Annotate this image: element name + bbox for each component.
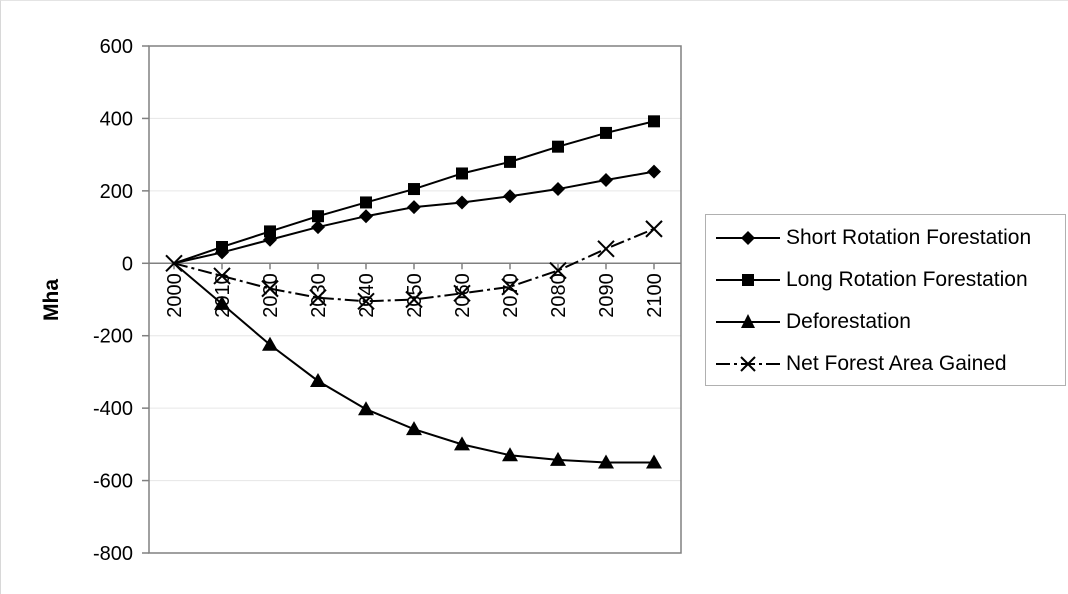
data-point-x [645, 220, 663, 238]
legend: Short Rotation Forestation Long Rotation… [705, 214, 1066, 386]
legend-label: Net Forest Area Gained [786, 352, 1007, 375]
x-tick-label: 2010 [212, 273, 234, 318]
data-point-x [453, 284, 471, 303]
data-point-triangle [310, 372, 326, 387]
data-point-x-stroke [645, 220, 663, 238]
data-point-diamond [407, 200, 421, 215]
data-point-square [456, 167, 468, 180]
data-point-x [309, 288, 327, 307]
data-point-square [360, 196, 372, 209]
data-point-square [504, 155, 516, 168]
x-tick-label: 2060 [452, 273, 474, 318]
x-tick-label: 2050 [404, 273, 426, 318]
data-point-square [552, 140, 564, 153]
y-tick-label: 600 [100, 36, 133, 58]
data-point-diamond [455, 195, 469, 210]
data-point-x-stroke [549, 261, 567, 280]
y-tick-label: 0 [122, 253, 133, 275]
data-point-x [549, 261, 567, 280]
x-tick-label: 2080 [548, 273, 570, 318]
legend-marker-triangle-icon [716, 314, 780, 328]
x-tick-label: 2100 [644, 273, 666, 318]
data-point-x-stroke [453, 284, 471, 303]
data-point-triangle [262, 336, 278, 351]
x-tick-label: 2070 [500, 273, 522, 318]
data-point-diamond [311, 220, 325, 235]
data-point-diamond [503, 189, 517, 204]
plot-area [148, 45, 682, 554]
data-point-x [357, 292, 375, 311]
y-tick-label: -800 [93, 543, 133, 565]
data-point-triangle [454, 436, 470, 451]
data-point-x-stroke [213, 267, 231, 285]
data-point-square [600, 126, 612, 139]
data-point-square [312, 210, 324, 223]
y-tick-label: 400 [100, 108, 133, 130]
data-point-x [261, 279, 279, 298]
y-tick-label: -400 [93, 398, 133, 420]
data-point-diamond [551, 182, 565, 197]
y-tick-label: -600 [93, 471, 133, 493]
data-point-square [264, 225, 276, 238]
data-point-square [408, 183, 420, 196]
data-point-x-stroke [309, 288, 327, 307]
x-tick-label: 2020 [260, 273, 282, 318]
legend-item-deforestation: Deforestation [714, 307, 911, 337]
data-point-triangle [598, 454, 614, 469]
data-point-triangle [214, 295, 230, 310]
data-point-triangle [502, 447, 518, 462]
y-tick-label: -200 [93, 326, 133, 348]
data-point-triangle [550, 451, 566, 466]
x-tick-label: 2090 [596, 273, 618, 318]
data-point-triangle [358, 401, 374, 416]
legend-label: Long Rotation Forestation [786, 268, 1028, 291]
y-tick-label: 200 [100, 181, 133, 203]
legend-label: Deforestation [786, 310, 911, 333]
data-point-triangle [646, 454, 662, 469]
data-point-x [213, 267, 231, 285]
x-tick-label: 2030 [308, 273, 330, 318]
x-tick-label: 2040 [356, 273, 378, 318]
y-axis-label: Mha [40, 279, 63, 321]
legend-marker-square-icon [716, 274, 780, 286]
data-point-x [501, 278, 519, 296]
legend-label: Short Rotation Forestation [786, 226, 1032, 249]
data-point-x-stroke [597, 240, 615, 258]
data-point-x [165, 254, 183, 272]
legend-item-net-forest: Net Forest Area Gained [714, 349, 1007, 379]
data-point-x-stroke [165, 254, 183, 272]
data-point-x-stroke [501, 278, 519, 296]
data-point-diamond [359, 209, 373, 224]
data-point-diamond [599, 172, 613, 187]
legend-item-long-rotation: Long Rotation Forestation [714, 265, 1028, 295]
data-point-triangle [406, 421, 422, 436]
data-point-square [648, 115, 660, 128]
data-point-x [597, 240, 615, 258]
legend-marker-x-icon [716, 356, 780, 372]
data-point-x-stroke [261, 279, 279, 298]
legend-item-short-rotation: Short Rotation Forestation [714, 223, 1031, 253]
data-point-square [216, 240, 228, 253]
data-point-x-stroke [357, 292, 375, 311]
data-point-diamond [647, 164, 661, 179]
legend-marker-diamond-icon [716, 231, 780, 245]
data-point-x [405, 290, 423, 309]
data-point-x-stroke [405, 290, 423, 309]
x-tick-label: 2000 [164, 273, 186, 318]
